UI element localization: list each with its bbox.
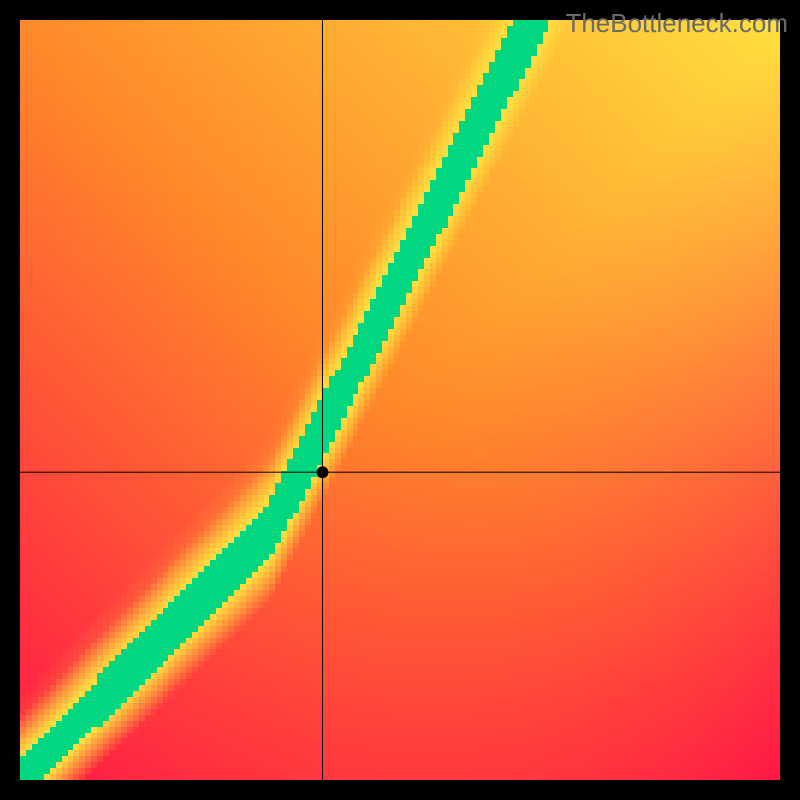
watermark-text: TheBottleneck.com	[565, 8, 788, 39]
bottleneck-heatmap	[0, 0, 800, 800]
